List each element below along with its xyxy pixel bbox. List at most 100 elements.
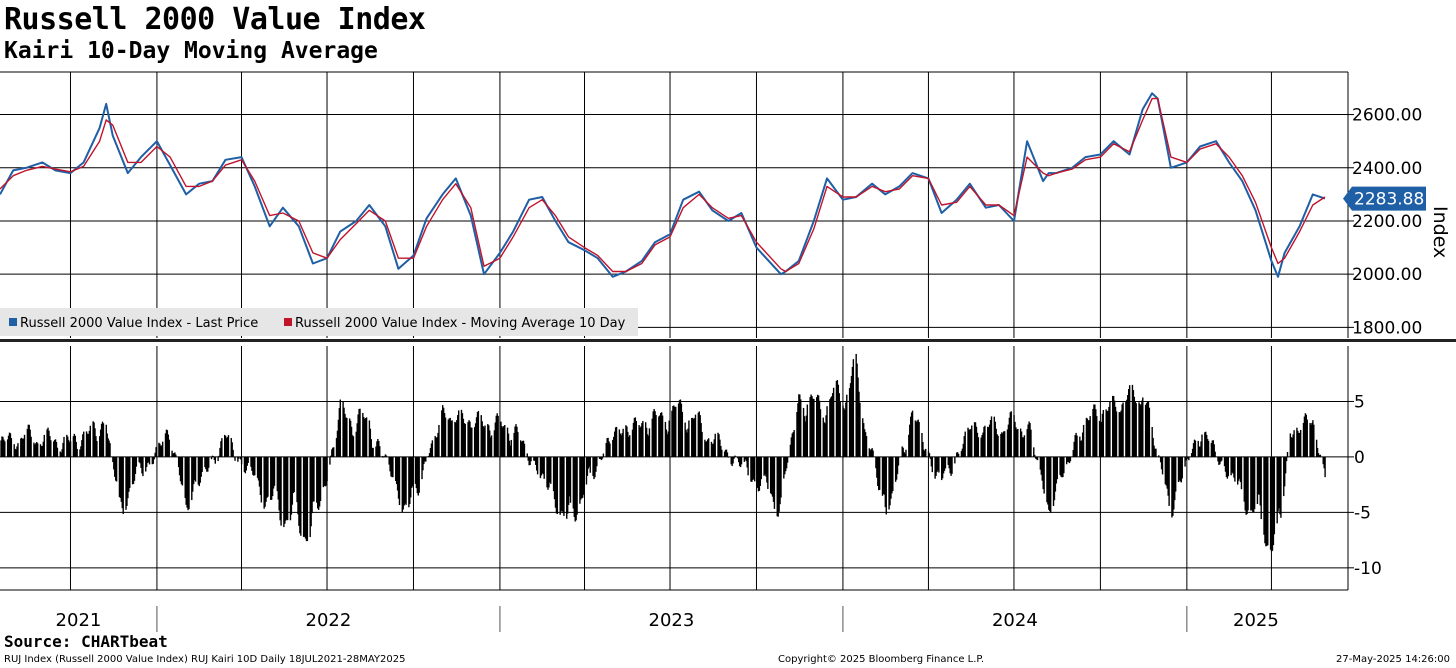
kairi-bar (1065, 456, 1068, 465)
kairi-bar (1220, 456, 1222, 462)
kairi-bar (897, 456, 900, 466)
kairi-bar (891, 456, 893, 494)
kairi-bar (1252, 456, 1255, 513)
kairi-bar (398, 456, 401, 506)
kairi-bar (870, 449, 872, 457)
kairi-bar (1190, 453, 1193, 457)
kairi-bar (918, 422, 920, 457)
kairi-bar (527, 456, 529, 461)
kairi-bar (640, 426, 642, 457)
kairi-bar (1062, 456, 1064, 478)
kairi-bar (1085, 417, 1088, 457)
kairi-bar (642, 420, 644, 457)
kairi-bar (988, 424, 991, 457)
kairi-bar (836, 380, 839, 457)
kairi-bar (563, 456, 565, 516)
kairi-bar (898, 456, 901, 458)
kairi-bar (10, 438, 13, 457)
kairi-bar (173, 452, 175, 457)
kairi-bar (916, 420, 918, 457)
kairi-bar (848, 388, 851, 457)
kairi-bar (817, 395, 820, 457)
kairi-bar (384, 454, 387, 457)
kairi-bar (575, 456, 577, 521)
kairi-bar (1280, 456, 1282, 518)
kairi-bar (837, 384, 840, 457)
kairi-bar (306, 456, 309, 542)
kairi-bar (473, 427, 476, 457)
year-label: 2022 (306, 610, 352, 631)
kairi-bar (719, 439, 721, 457)
kairi-bar (417, 456, 419, 496)
kairi-bar (481, 421, 483, 457)
kairi-bar (259, 456, 262, 496)
kairi-bar (1324, 456, 1326, 478)
kairi-bar (1022, 437, 1025, 457)
kairi-bar (1102, 409, 1105, 457)
kairi-bar (1252, 456, 1254, 512)
kairi-bar (1299, 429, 1302, 457)
kairi-bar (303, 456, 306, 537)
kairi-bar (1264, 456, 1266, 544)
kairi-bar (272, 456, 275, 489)
kairi-bar (67, 436, 69, 457)
kairi-bar (317, 456, 320, 510)
kairi-bar (796, 411, 798, 457)
kairi-bar (539, 456, 542, 479)
kairi-bar (1095, 409, 1097, 457)
kairi-bar (1283, 456, 1286, 487)
kairi-bar (1135, 403, 1137, 457)
kairi-bar (990, 416, 993, 457)
kairi-bar (371, 447, 373, 457)
kairi-bar (1267, 456, 1269, 546)
kairi-bar (218, 455, 220, 457)
kairi-bar (856, 363, 858, 457)
kairi-bar (740, 456, 743, 465)
kairi-bar (67, 440, 70, 457)
kairi-bar (580, 456, 582, 500)
kairi-bar (613, 436, 615, 457)
kairi-bar (750, 456, 752, 482)
kairi-bar (99, 436, 101, 457)
kairi-bar (956, 452, 959, 457)
kairi-bar (785, 456, 788, 469)
kairi-bar (1003, 431, 1005, 457)
kairi-bar (177, 456, 180, 468)
kairi-bar (692, 418, 695, 457)
kairi-bar (377, 438, 379, 457)
kairi-bar (1214, 451, 1216, 457)
kairi-bar (914, 420, 917, 457)
kairi-bar (566, 456, 569, 514)
kairi-bar (27, 424, 29, 457)
kairi-bar (278, 456, 280, 511)
kairi-bar (805, 415, 808, 457)
kairi-bar (520, 441, 523, 457)
kairi-bar (1168, 456, 1170, 506)
kairi-bar (456, 420, 458, 457)
kairi-bar (338, 408, 341, 457)
kairi-bar (1224, 456, 1227, 472)
kairi-bar (522, 440, 525, 457)
kairi-bar (198, 456, 201, 487)
kairi-bar (1041, 456, 1043, 481)
kairi-bar (618, 429, 621, 457)
kairi-bar (1142, 397, 1144, 457)
kairi-bar (671, 410, 673, 457)
kairi-bar (488, 425, 490, 457)
kairi-bar (724, 449, 727, 457)
kairi-bar (296, 456, 298, 503)
kairi-bar (305, 456, 308, 542)
kairi-bar (1253, 456, 1256, 510)
kairi-bar (954, 456, 956, 464)
kairi-bar (746, 456, 748, 468)
kairi-bar (559, 456, 561, 515)
kairi-bar (734, 455, 736, 457)
kairi-bar (385, 455, 388, 457)
kairi-bar (829, 399, 831, 457)
kairi-bar (612, 439, 614, 457)
kairi-bar (153, 456, 155, 460)
kairi-bar (1115, 411, 1118, 457)
kairi-bar (66, 434, 68, 457)
kairi-bar (586, 456, 589, 476)
kairi-bar (363, 417, 365, 457)
